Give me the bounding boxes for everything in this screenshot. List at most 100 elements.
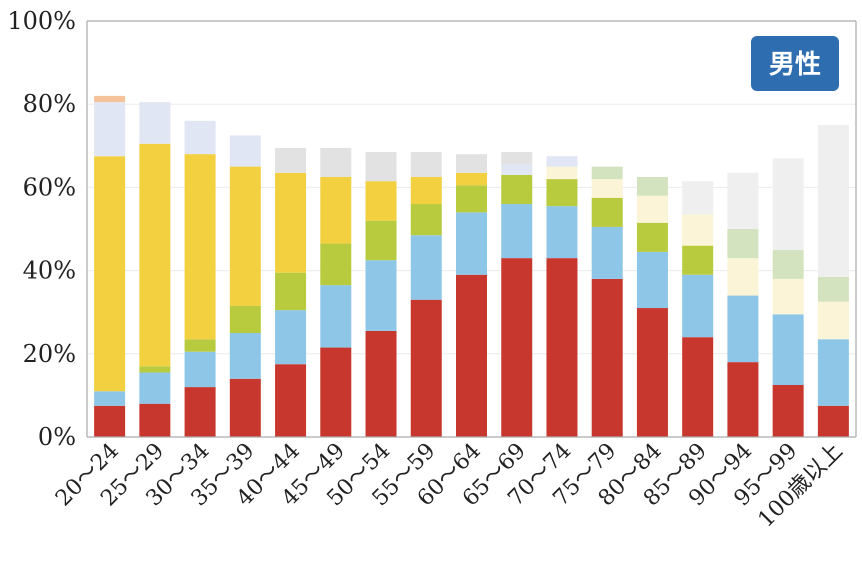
- bar-segment: [365, 260, 397, 331]
- bar-segment: [772, 158, 804, 250]
- bar-segment: [772, 249, 804, 279]
- bar-segment: [184, 339, 216, 352]
- bar-segment: [727, 258, 759, 296]
- bar-segment: [229, 333, 261, 379]
- bar-segment: [229, 378, 261, 437]
- gender-badge: 男性: [751, 36, 839, 91]
- bar-segment: [139, 143, 171, 367]
- bar-segment: [501, 152, 533, 165]
- y-tick-label: 60%: [23, 173, 76, 201]
- bar-segment: [275, 364, 307, 437]
- bar-segment: [636, 195, 668, 223]
- bar-segment: [184, 351, 216, 388]
- bar-segment: [139, 403, 171, 437]
- bar-segment: [456, 212, 487, 275]
- bar-segment: [139, 102, 171, 144]
- bar-segment: [591, 166, 623, 180]
- bar-segment: [817, 339, 849, 406]
- y-tick-label: 100%: [7, 7, 76, 35]
- bar-segment: [682, 245, 714, 275]
- bar-segment: [546, 206, 578, 259]
- x-tick-labels: 20～2425～2930～3435～3940～4445～4950～5455～59…: [51, 439, 848, 533]
- bar-segment: [275, 272, 307, 311]
- bar-segment: [229, 135, 261, 167]
- axes: [86, 20, 857, 438]
- bar-segment: [184, 154, 216, 340]
- bar-segment: [817, 276, 849, 302]
- y-tick-label: 0%: [38, 423, 76, 451]
- bar-segment: [501, 164, 533, 175]
- bar-segment: [320, 243, 352, 286]
- y-tick-label: 40%: [23, 257, 76, 285]
- bar-segment: [410, 299, 442, 437]
- bar-segment: [682, 274, 714, 338]
- bar-segment: [636, 222, 668, 252]
- bar-segment: [636, 177, 668, 196]
- y-tick-label: 20%: [23, 340, 76, 368]
- bar-segment: [94, 405, 126, 437]
- bar-segment: [817, 405, 849, 437]
- bar-segment: [410, 235, 442, 300]
- bar-segment: [636, 308, 668, 437]
- y-tick-label: 80%: [23, 90, 76, 118]
- bar-segment: [94, 102, 126, 157]
- bar-segment: [456, 172, 487, 186]
- bar-segment: [546, 179, 578, 207]
- bar-segment: [456, 154, 487, 173]
- bar-segment: [365, 181, 397, 221]
- bar-segment: [817, 125, 849, 277]
- bar-segment: [410, 177, 442, 205]
- bar-segment: [682, 181, 714, 215]
- bar-segment: [139, 372, 171, 404]
- bar-segment: [682, 214, 714, 246]
- bar-segment: [546, 156, 578, 167]
- bar-segment: [682, 337, 714, 437]
- bar-segment: [546, 166, 578, 180]
- y-tick-labels: 0% 20% 40% 60% 80% 100%: [7, 7, 76, 451]
- bar-segment: [410, 204, 442, 236]
- bar-segment: [229, 166, 261, 306]
- bar-segment: [636, 251, 668, 309]
- bar-segment: [591, 278, 623, 437]
- bar-segment: [501, 204, 533, 259]
- bar-segment: [410, 152, 442, 177]
- bar-segment: [591, 197, 623, 227]
- badge-background: [751, 36, 839, 91]
- bar-segment: [229, 305, 261, 333]
- bar-segment: [546, 258, 578, 437]
- bar-segment: [94, 156, 126, 392]
- bar-segment: [772, 278, 804, 315]
- bar-segment: [184, 387, 216, 437]
- bar-segment: [275, 310, 307, 365]
- bar-segment: [591, 179, 623, 198]
- bar-segment: [320, 285, 352, 348]
- bar-segment: [772, 385, 804, 437]
- bar-segment: [320, 347, 352, 437]
- bar-segment: [320, 177, 352, 244]
- bar-segment: [320, 147, 352, 177]
- bar-segment: [275, 147, 307, 173]
- bar-segment: [501, 174, 533, 205]
- bar-segment: [727, 229, 759, 259]
- bar-segment: [456, 185, 487, 213]
- bar-series: [94, 95, 849, 437]
- bar-segment: [727, 362, 759, 437]
- bar-segment: [94, 391, 126, 406]
- badge-label: 男性: [769, 50, 821, 80]
- bar-segment: [456, 274, 487, 437]
- bar-segment: [365, 152, 397, 182]
- bar-segment: [727, 172, 759, 229]
- bar-segment: [365, 220, 397, 261]
- bar-segment: [772, 314, 804, 385]
- bar-segment: [727, 295, 759, 363]
- bar-segment: [139, 366, 171, 373]
- bar-segment: [365, 330, 397, 437]
- bar-segment: [184, 120, 216, 155]
- bar-segment: [591, 226, 623, 279]
- bar-segment: [275, 172, 307, 273]
- bar-segment: [817, 301, 849, 340]
- bar-segment: [501, 258, 533, 437]
- bar-segment: [94, 95, 126, 103]
